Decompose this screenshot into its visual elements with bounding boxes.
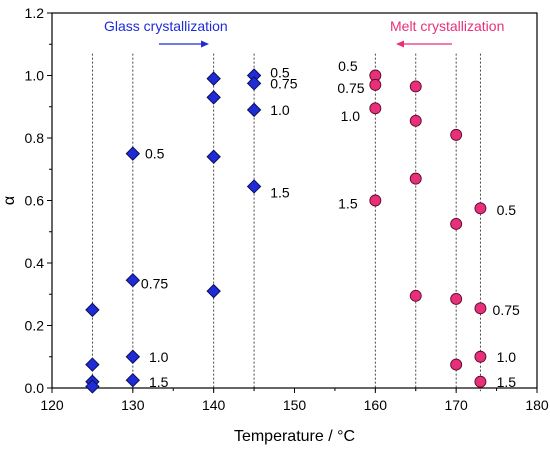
point-annotation: 0.75 [337,80,364,96]
x-axis-title: Temperature / °C [234,428,355,445]
y-tick-label: 0.6 [25,193,45,209]
data-point-circle [409,80,422,93]
point-annotation: 0.5 [270,64,290,80]
y-axis-title: α [1,196,18,205]
data-point-diamond [206,149,221,164]
data-point-diamond [246,179,262,194]
data-point-circle [450,217,463,230]
data-point-circle [369,78,382,91]
data-point-circle [409,172,422,185]
data-point-diamond [206,90,221,105]
x-tick-label: 120 [40,397,64,413]
data-point-diamond [85,302,100,318]
legend-melt-label: Melt crystallization [390,18,504,34]
point-annotation: 1.0 [270,102,290,118]
data-point-circle [474,350,487,363]
data-point-diamond [125,349,141,364]
y-tick-label: 1.2 [25,5,45,21]
point-annotation: 1.0 [497,349,517,365]
point-annotation: 1.5 [149,374,169,390]
point-annotation: 0.5 [145,146,165,162]
data-point-diamond [125,272,141,288]
point-annotation: 1.0 [341,108,361,124]
legend-glass-label: Glass crystallization [104,18,228,34]
data-point-circle [369,194,382,207]
data-point-diamond [125,146,141,161]
plot-layer: 120 130 140 150 160 170 180 0.0 0.2 0.4 0.6 0.8 1.0 1… [1,5,549,445]
data-point-diamond [206,283,221,299]
data-point-circle [474,302,487,315]
point-annotation: 0.5 [497,202,517,218]
x-tick-label: 180 [525,397,549,413]
data-point-circle [450,358,463,371]
point-annotation: 1.5 [497,374,517,390]
legend-glass-arrow-head [201,40,209,48]
x-tick-label: 140 [202,397,226,413]
data-point-diamond [246,102,262,118]
data-point-diamond [85,357,100,372]
plot-frame [51,12,538,389]
y-tick-label: 0.0 [25,380,45,396]
x-tick-label: 130 [121,397,145,413]
point-annotation: 1.0 [149,349,169,365]
point-annotation: 1.5 [270,185,290,201]
data-point-circle [409,289,422,302]
y-tick-label: 1.0 [25,68,45,84]
point-annotation: 0.5 [338,58,358,74]
x-tick-label: 160 [364,397,388,413]
data-point-circle [369,102,382,115]
point-annotation: 0.75 [141,275,168,291]
data-point-circle [409,114,422,127]
data-point-diamond [246,76,262,91]
data-point-diamond [206,71,221,86]
point-annotation: 0.75 [270,75,297,91]
point-annotation: 0.75 [493,302,520,318]
y-tick-label: 0.4 [25,255,45,271]
legend-melt-arrow-head [396,40,404,48]
data-point-circle [474,202,487,215]
data-point-diamond [125,372,141,388]
x-tick-label: 170 [444,397,468,413]
data-point-circle [474,375,487,388]
point-annotation: 1.5 [338,196,358,212]
y-tick-label: 0.8 [25,130,45,146]
y-tick-label: 0.2 [25,318,45,334]
data-point-circle [450,292,463,305]
x-tick-label: 150 [283,397,307,413]
data-point-diamond [85,379,100,394]
data-point-circle [450,128,463,141]
